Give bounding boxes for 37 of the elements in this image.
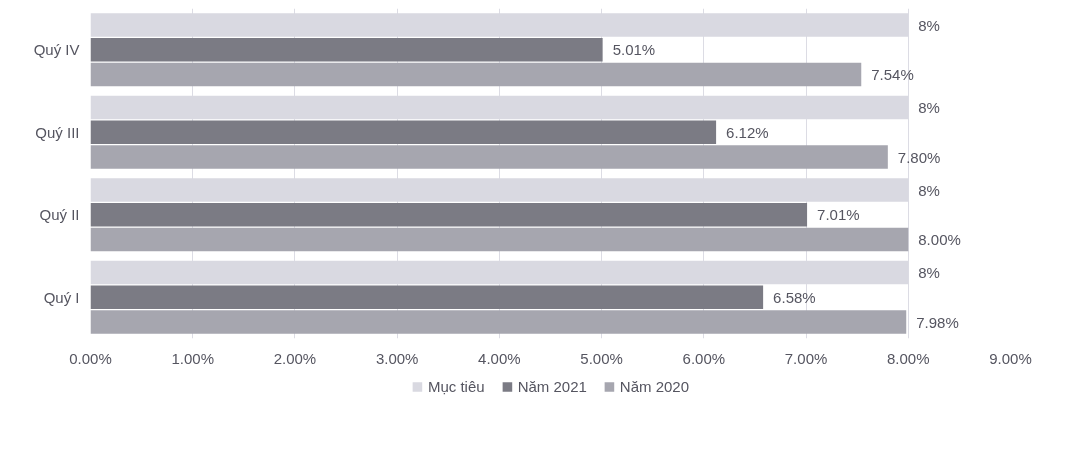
y-tick-label: Quý IV	[33, 41, 80, 59]
bar	[90, 120, 717, 145]
legend-label: Năm 2020	[619, 377, 690, 395]
data-label: 7.80%	[897, 148, 941, 166]
data-label: 8%	[918, 264, 940, 281]
data-label: 8%	[918, 99, 940, 116]
x-tick-label: 2.00%	[273, 349, 317, 367]
data-label: 8%	[918, 16, 940, 34]
x-tick-label: 1.00%	[171, 349, 214, 367]
data-label: 6.12%	[726, 123, 769, 141]
x-tick-label: 0.00%	[69, 349, 112, 367]
bar	[90, 145, 888, 169]
data-label: 7.98%	[916, 313, 959, 331]
bar	[90, 227, 909, 252]
bar	[90, 37, 603, 62]
bar	[90, 62, 862, 87]
x-tick-label: 9.00%	[989, 349, 1032, 367]
data-label: 8%	[918, 181, 940, 199]
data-label: 6.58%	[773, 288, 816, 306]
x-tick-label: 6.00%	[682, 349, 726, 367]
data-label: 7.01%	[817, 206, 860, 224]
x-tick-label: 8.00%	[887, 349, 930, 367]
bar	[90, 202, 808, 227]
data-label: 7.54%	[871, 66, 914, 83]
data-label: 5.01%	[612, 41, 656, 59]
legend-label: Năm 2021	[517, 377, 587, 395]
y-tick-label: Quý III	[35, 123, 80, 141]
y-tick-label: Quý I	[43, 288, 80, 306]
y-tick-label: Quý II	[39, 206, 80, 224]
x-tick-label: 3.00%	[375, 349, 419, 367]
legend-label: Mục tiêu	[427, 377, 485, 395]
bar	[90, 285, 764, 310]
x-tick-label: 7.00%	[784, 349, 828, 367]
x-tick-label: 5.00%	[580, 349, 623, 367]
data-label: 8.00%	[918, 231, 961, 248]
x-tick-label: 4.00%	[478, 349, 521, 367]
bar	[90, 310, 907, 334]
